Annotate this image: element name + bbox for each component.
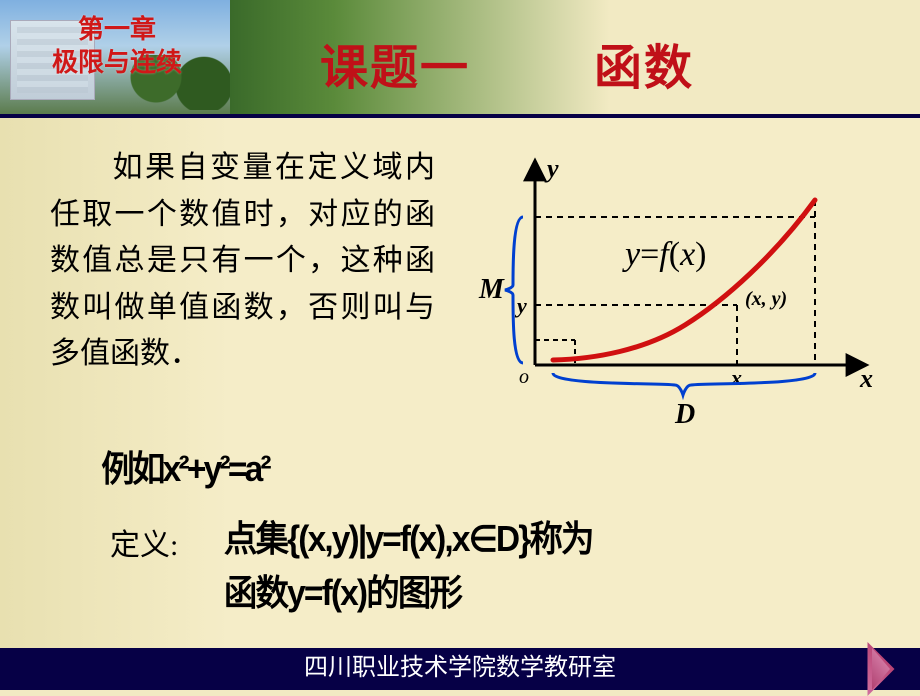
main-title: 课题一 函数 — [320, 28, 694, 98]
header-photo: 第一章 极限与连续 — [0, 0, 230, 115]
d-label: D — [674, 399, 695, 430]
curve — [553, 200, 815, 360]
x-tick-label: x — [730, 365, 742, 390]
header: 第一章 极限与连续 课题一 函数 — [0, 0, 920, 120]
title-part2: 函数 — [594, 42, 694, 95]
origin-label: o — [519, 366, 529, 388]
header-underline — [0, 114, 920, 118]
eqn-pr: ) — [695, 236, 706, 273]
equation: y=f(x) — [622, 236, 706, 273]
example-line: 例如x²+y²=a² — [101, 440, 268, 492]
slide: 第一章 极限与连续 课题一 函数 如果自变量在定义域内任取一个数值时，对应的函数… — [0, 0, 920, 690]
definition-content: 点集{(x,y)|y=f(x),x∈D}称为 函数y=f(x)的图形 — [224, 512, 593, 620]
eqn-y: y — [622, 236, 641, 273]
definition-line1: 点集{(x,y)|y=f(x),x∈D}称为 — [224, 512, 593, 566]
d-brace — [553, 373, 815, 395]
eqn-eq: = — [640, 236, 659, 273]
title-part1: 课题一 — [320, 42, 470, 95]
chapter-line2: 极限与连续 — [52, 47, 182, 80]
function-graph: y x o M y x (x, y) — [475, 155, 875, 435]
m-brace — [505, 217, 523, 363]
chapter-line1: 第一章 — [52, 14, 182, 47]
definition-label: 定义: — [110, 520, 178, 564]
footer: 四川职业技术学院数学教研室 — [0, 648, 920, 690]
svg-text:y=f(x): y=f(x) — [622, 236, 706, 273]
chapter-title: 第一章 极限与连续 — [52, 14, 182, 79]
body-paragraph: 如果自变量在定义域内任取一个数值时，对应的函数值总是只有一个，这种函数叫做单值函… — [50, 145, 435, 378]
y-tick-label: y — [514, 293, 527, 318]
m-label: M — [478, 274, 505, 305]
x-axis-label: x — [859, 364, 873, 393]
y-axis-label: y — [544, 155, 559, 183]
point-label: (x, y) — [745, 288, 787, 310]
paragraph-text: 如果自变量在定义域内任取一个数值时，对应的函数值总是只有一个，这种函数叫做单值函… — [50, 151, 435, 370]
definition-line2: 函数y=f(x)的图形 — [224, 566, 593, 620]
footer-text: 四川职业技术学院数学教研室 — [304, 655, 616, 681]
eqn-pl: ( — [669, 236, 680, 273]
eqn-x: x — [679, 236, 695, 273]
